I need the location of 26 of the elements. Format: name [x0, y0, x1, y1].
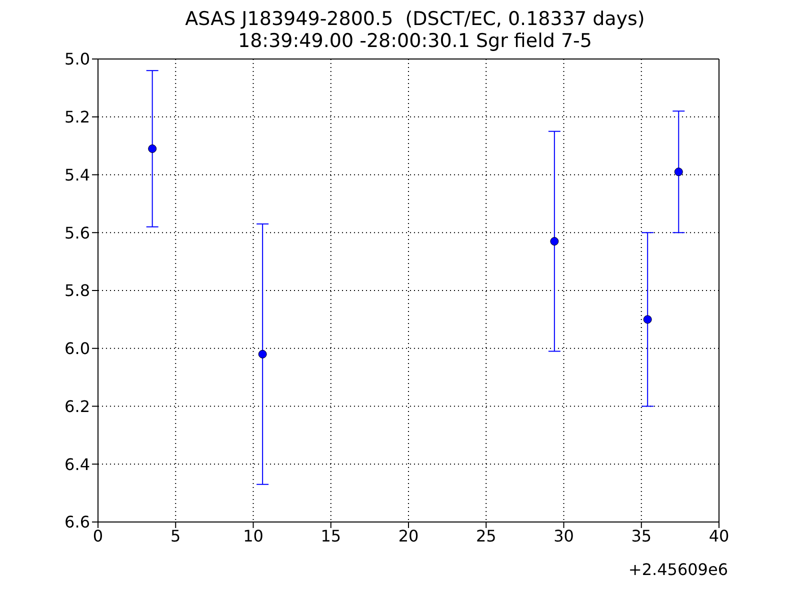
y-tick-label: 6.2 [64, 396, 90, 416]
x-tick-label: 25 [476, 526, 496, 546]
y-tick-label: 5.8 [64, 281, 90, 300]
chart-subtitle: 18:39:49.00 -28:00:30.1 Sgr field 7-5 [238, 30, 592, 52]
y-tick-label: 5.6 [64, 223, 90, 242]
y-tick-label: 6.0 [64, 339, 90, 358]
point [674, 168, 683, 176]
y-tick-label: 5.2 [64, 108, 90, 127]
chart-title: ASAS J183949-2800.5 (DSCT/EC, 0.18337 days) [184, 8, 646, 30]
text: +2.45609e6 [628, 560, 728, 579]
x-tick-label: 40 [708, 526, 730, 546]
x-tick-label: 10 [243, 526, 264, 546]
y-tick-label: 5.0 [64, 50, 90, 69]
x-tick-label: 30 [554, 526, 574, 546]
point [643, 315, 652, 324]
x-tick-label: 0 [92, 526, 104, 546]
x-tick-label: 5 [170, 526, 181, 546]
point [148, 144, 157, 153]
x-tick-label: 35 [631, 526, 652, 546]
y-tick-label: 6.4 [64, 454, 90, 474]
y-tick-label: 5.4 [64, 165, 90, 184]
x-tick-label: 15 [320, 526, 342, 546]
y-tick-label: 6.6 [64, 512, 90, 532]
point [258, 350, 267, 358]
x-tick-label: 20 [398, 526, 419, 546]
point [550, 237, 559, 246]
